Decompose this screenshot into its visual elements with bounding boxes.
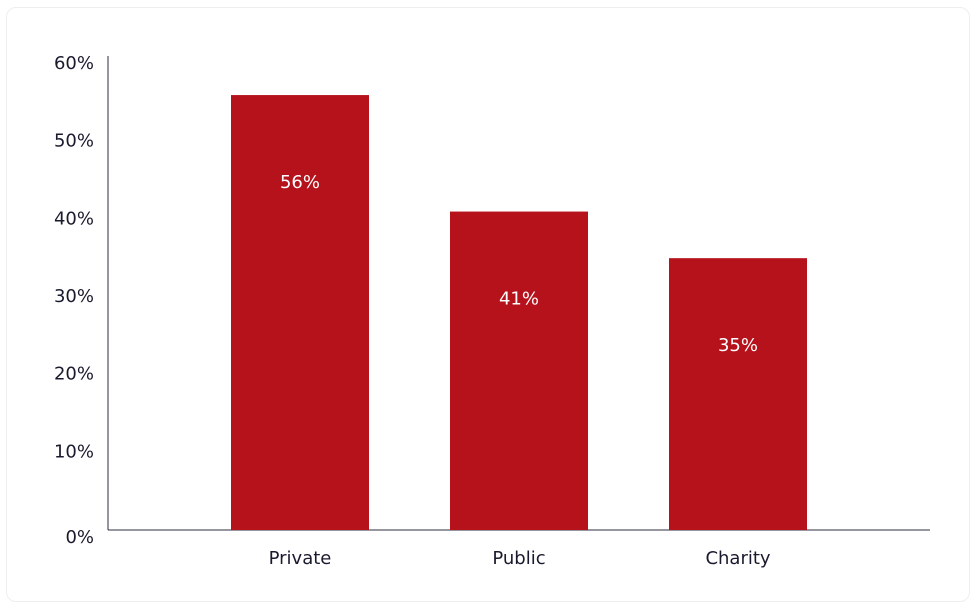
data-label: 41% (499, 289, 539, 310)
y-tick-label: 40% (54, 208, 94, 229)
bar-series (231, 95, 807, 531)
y-tick-label: 50% (54, 131, 94, 152)
x-category-label: Public (492, 548, 545, 569)
data-label: 35% (718, 335, 758, 356)
x-axis-category-labels: Private Public Charity (269, 548, 771, 569)
x-category-label: Private (269, 548, 332, 569)
x-category-label: Charity (705, 548, 770, 569)
y-tick-label: 60% (54, 53, 94, 74)
bar-charity (669, 258, 807, 530)
y-tick-label: 30% (54, 286, 94, 307)
bar-private (231, 95, 369, 531)
y-axis-tick-labels: 0% 10% 20% 30% 40% 50% 60% (54, 53, 94, 548)
data-labels: 56% 41% 35% (280, 172, 758, 356)
data-label: 56% (280, 172, 320, 193)
bar-public (450, 211, 588, 531)
y-tick-label: 20% (54, 364, 94, 385)
y-tick-label: 0% (65, 527, 94, 548)
y-tick-label: 10% (54, 441, 94, 462)
